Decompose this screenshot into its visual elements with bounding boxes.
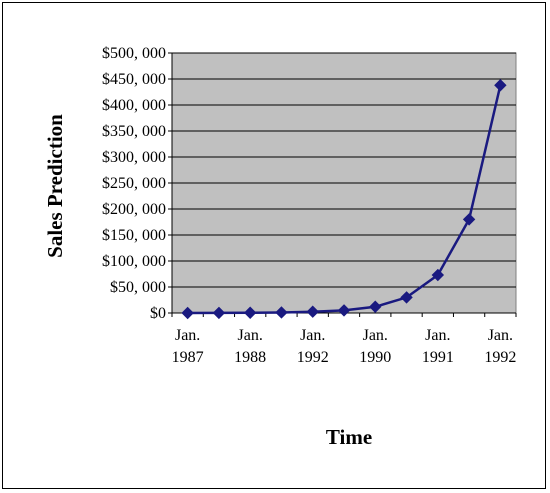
x-tick-label: Jan. 1991 (422, 327, 454, 366)
gridlines (172, 52, 516, 288)
y-tick-label: $350, 000 (102, 123, 166, 140)
x-tick-label: Jan. 1992 (484, 327, 516, 366)
x-tick-label: Jan. 1992 (297, 327, 329, 366)
data-point (462, 213, 476, 226)
y-tick-label: $50, 000 (110, 279, 166, 296)
y-tick-label: $200, 000 (102, 201, 166, 218)
x-axis-ticks: Jan. 1987 Jan. 1988 Jan. 1992 Jan. 1990 Jan. 1991… (171, 312, 517, 366)
data-point (275, 306, 288, 319)
data-point (369, 300, 382, 313)
x-tick-label-line2: 1991 (422, 349, 454, 366)
x-tick-label-line1: Jan. (488, 327, 513, 344)
y-tick-label: $500, 000 (102, 45, 166, 62)
x-tick-label-line2: 1992 (297, 349, 329, 366)
data-point (337, 304, 351, 317)
x-axis-label: Time (326, 425, 372, 449)
sales-series (181, 79, 507, 320)
y-tick-label: $300, 000 (102, 149, 166, 166)
y-tick-label: $0 (150, 305, 166, 322)
x-tick-label-line1: Jan. (363, 327, 388, 344)
data-point (212, 306, 226, 320)
x-tick-label-line1: Jan. (238, 327, 263, 344)
y-axis-label: Sales Prediction (43, 114, 67, 258)
data-point (431, 268, 445, 282)
y-tick-label: $100, 000 (102, 253, 166, 270)
y-tick-label: $150, 000 (102, 227, 166, 244)
x-tick-label-line1: Jan. (175, 327, 200, 344)
y-tick-label: $450, 000 (102, 71, 166, 88)
x-tick-label: Jan. 1990 (359, 327, 391, 366)
data-point (400, 291, 413, 304)
x-tick-label-line1: Jan. (300, 327, 325, 344)
x-tick-label-line2: 1992 (484, 349, 516, 366)
y-axis-ticks: $0 $50, 000 $100, 000 $150, 000 $200, 000 $25… (102, 45, 173, 322)
data-point (243, 306, 257, 319)
x-tick-label-line2: 1988 (234, 349, 266, 366)
x-tick-label-line1: Jan. (425, 327, 450, 344)
y-tick-label: $400, 000 (102, 97, 166, 114)
x-tick-label: Jan. 1987 (172, 327, 204, 366)
x-tick-label-line2: 1987 (172, 349, 204, 366)
y-tick-label: $250, 000 (102, 175, 166, 192)
data-point (494, 79, 507, 92)
data-point (181, 306, 194, 320)
data-point (306, 305, 319, 318)
x-tick-label-line2: 1990 (359, 349, 391, 366)
x-tick-label: Jan. 1988 (234, 327, 266, 366)
